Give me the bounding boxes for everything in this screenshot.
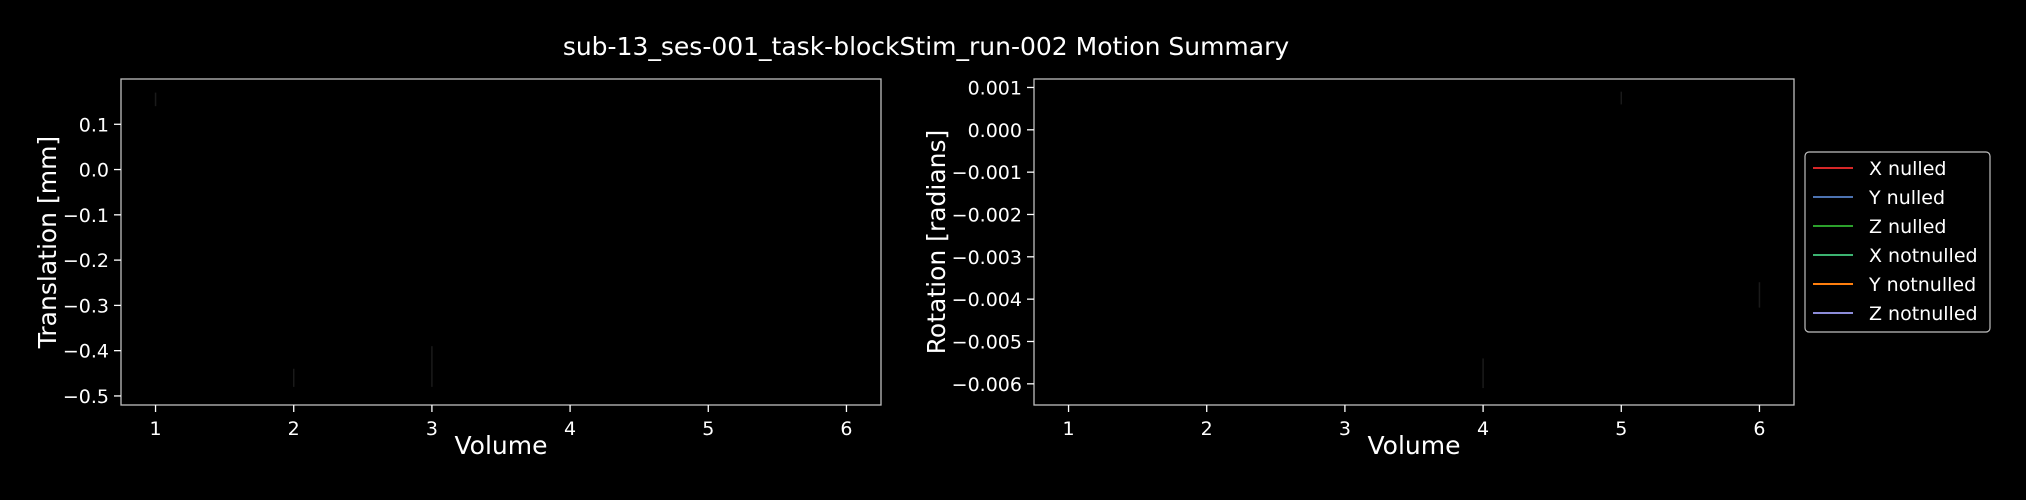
- chart-title: sub-13_ses-001_task-blockStim_run-002 Mo…: [563, 32, 1290, 61]
- y-tick-label: 0.0: [79, 160, 109, 182]
- x-tick-label: 3: [1339, 418, 1351, 440]
- plot-area: [1033, 78, 1795, 406]
- x-tick-label: 4: [564, 418, 576, 440]
- legend-label: X notnulled: [1869, 245, 1978, 267]
- x-tick-label: 4: [1477, 418, 1489, 440]
- y-axis-label: Translation [mm]: [33, 136, 62, 349]
- legend-item: Z nulled: [1813, 216, 1946, 238]
- legend: X nulled Y nulled Z nulled X notnulled Y not…: [1804, 151, 1991, 333]
- x-axis-label: Volume: [1368, 431, 1461, 460]
- panel-1: 1 2 3 4 5 6 0.1 0.0 −0.1 −0.2 −0.3 −0.4 −0.5 Volume Tr…: [33, 78, 882, 460]
- plot-area: [120, 78, 882, 406]
- panel-2: 1 2 3 4 5 6 0.001 0.000 −0.001 −0.002 −0.003 −0.004…: [922, 77, 1795, 460]
- legend-item: X nulled: [1813, 158, 1946, 180]
- y-tick-label: −0.5: [63, 386, 109, 408]
- y-tick-label: −0.1: [63, 205, 109, 227]
- legend-label: X nulled: [1869, 158, 1946, 180]
- x-tick-label: 6: [840, 418, 852, 440]
- y-tick-label: −0.006: [952, 374, 1022, 396]
- y-tick-label: −0.003: [952, 247, 1022, 269]
- y-tick-label: −0.002: [952, 204, 1022, 226]
- legend-item: Y nulled: [1813, 187, 1945, 209]
- y-tick-label: −0.4: [63, 341, 109, 363]
- y-axis-label: Rotation [radians]: [922, 130, 951, 355]
- y-tick-label: −0.001: [952, 162, 1022, 184]
- legend-label: Z nulled: [1869, 216, 1946, 238]
- legend-item: X notnulled: [1813, 245, 1978, 267]
- y-tick-label: −0.3: [63, 295, 109, 317]
- x-tick-label: 2: [1201, 418, 1213, 440]
- y-tick-label: 0.1: [79, 114, 109, 136]
- legend-item: Z notnulled: [1813, 303, 1978, 325]
- x-tick-label: 1: [1062, 418, 1074, 440]
- x-axis-label: Volume: [455, 431, 548, 460]
- y-tick-label: 0.000: [968, 120, 1022, 142]
- x-tick-label: 3: [426, 418, 438, 440]
- y-tick-label: −0.2: [63, 250, 109, 272]
- x-tick-label: 2: [288, 418, 300, 440]
- y-tick-label: −0.004: [952, 289, 1022, 311]
- x-tick-label: 5: [702, 418, 714, 440]
- legend-item: Y notnulled: [1813, 274, 1976, 296]
- y-tick-label: −0.005: [952, 331, 1022, 353]
- legend-label: Z notnulled: [1869, 303, 1978, 325]
- x-tick-label: 1: [149, 418, 161, 440]
- legend-label: Y notnulled: [1868, 274, 1976, 296]
- y-tick-label: 0.001: [968, 77, 1022, 99]
- x-tick-label: 6: [1753, 418, 1765, 440]
- legend-label: Y nulled: [1868, 187, 1945, 209]
- x-tick-label: 5: [1615, 418, 1627, 440]
